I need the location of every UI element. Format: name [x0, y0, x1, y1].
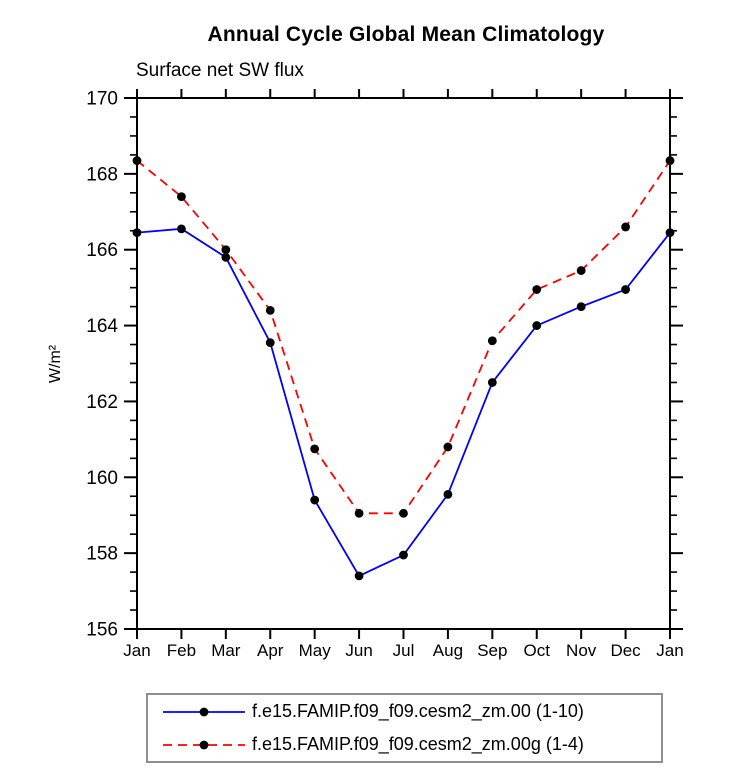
series-line-1 — [136, 159, 671, 515]
legend-item: f.e15.FAMIP.f09_f09.cesm2_zm.00g (1-4) — [148, 734, 661, 756]
axis-frame — [136, 97, 671, 630]
series-1-marker — [665, 156, 675, 165]
legend-line-sample-solid — [163, 707, 245, 716]
series-0-marker — [265, 338, 275, 348]
x-tick-label: Aug — [433, 641, 463, 660]
legend-label: f.e15.FAMIP.f09_f09.cesm2_zm.00 (1-10) — [252, 701, 584, 721]
series-0-marker — [443, 489, 453, 499]
series-0-marker — [221, 252, 231, 262]
series-0-marker — [132, 228, 142, 238]
y-tick-label: 166 — [86, 240, 118, 261]
chart-title: Annual Cycle Global Mean Climatology — [207, 23, 605, 46]
series-1-marker — [576, 266, 586, 275]
y-tick-label: 168 — [86, 164, 118, 185]
chart-subtitle: Surface net SW flux — [136, 60, 304, 81]
series-1-marker — [621, 222, 630, 232]
x-tick-label: May — [299, 641, 332, 660]
series-1-marker — [399, 508, 408, 518]
x-tick-label: Dec — [610, 641, 641, 660]
x-tick-label: Mar — [211, 641, 241, 660]
series-1-marker — [443, 442, 453, 452]
x-tick-label: Jan — [123, 641, 150, 660]
y-tick-label: 170 — [86, 89, 118, 110]
y-tick-label: 158 — [86, 544, 118, 565]
x-tick-label: Jan — [656, 641, 683, 660]
series-1-marker — [310, 444, 320, 454]
series-1-marker — [177, 192, 186, 202]
series-line-0 — [136, 227, 671, 578]
x-tick-label: Oct — [524, 641, 551, 660]
x-tick-label: Apr — [257, 641, 284, 660]
legend-line-sample-dashed — [163, 740, 245, 749]
series-1-marker — [532, 285, 542, 294]
x-tick-label: Sep — [477, 641, 507, 660]
series-1-marker — [132, 156, 142, 165]
series-0-marker — [576, 302, 586, 312]
series-1-marker — [354, 508, 364, 518]
series-1-marker — [265, 306, 275, 315]
x-tick-label: Feb — [167, 641, 196, 660]
series-0-marker — [177, 224, 186, 234]
series-0-marker — [399, 550, 408, 560]
series-1-marker — [487, 336, 497, 346]
legend-item: f.e15.FAMIP.f09_f09.cesm2_zm.00 (1-10) — [148, 701, 661, 723]
series-0-marker — [354, 571, 364, 581]
series-1-marker — [221, 245, 231, 255]
x-tick-label: Jun — [345, 641, 372, 660]
legend-label: f.e15.FAMIP.f09_f09.cesm2_zm.00g (1-4) — [252, 734, 584, 754]
series-0-marker — [310, 495, 320, 505]
series-0-marker — [532, 321, 542, 330]
series-0-marker — [621, 285, 630, 294]
x-tick-label: Jul — [393, 641, 415, 660]
y-tick-label: 160 — [86, 468, 118, 489]
series-0-marker — [665, 228, 675, 238]
legend: f.e15.FAMIP.f09_f09.cesm2_zm.00 (1-10) f… — [146, 693, 663, 763]
y-tick-label: 164 — [86, 316, 118, 337]
series-0-marker — [487, 378, 497, 387]
y-tick-label: 156 — [86, 620, 118, 641]
y-tick-label: 162 — [86, 392, 118, 413]
x-tick-label: Nov — [566, 641, 597, 660]
